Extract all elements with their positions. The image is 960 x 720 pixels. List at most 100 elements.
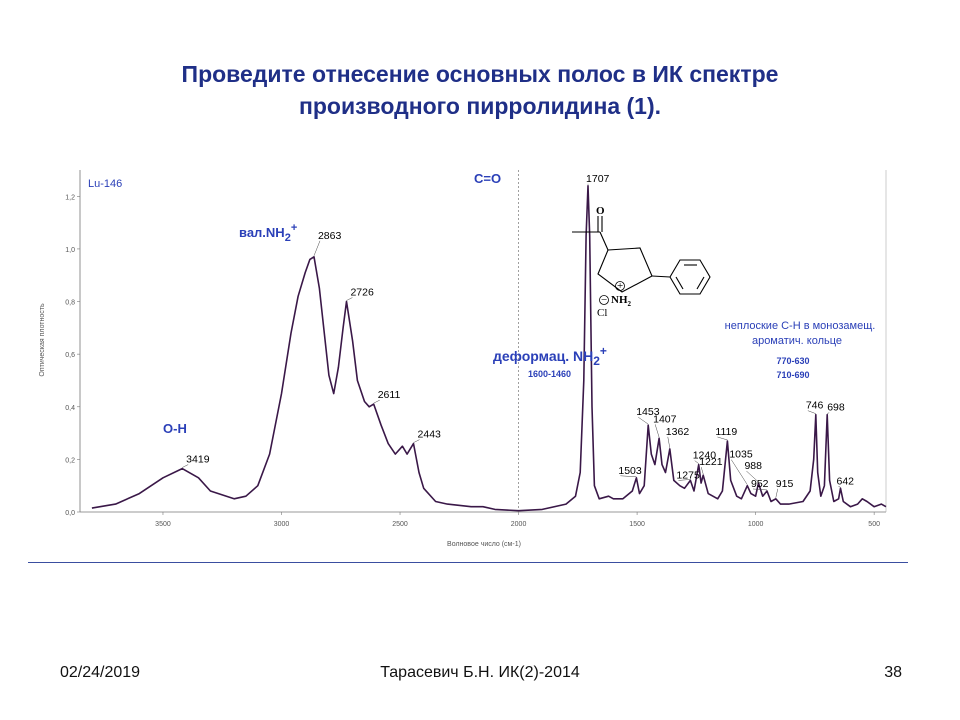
nitrogen-label: NH2 [611, 294, 632, 308]
nitrogen-subscript: 2 [628, 300, 632, 308]
peak-label-1503: 1503 [618, 465, 642, 477]
peak-label-1240: 1240 [693, 450, 717, 462]
peak-label-2726: 2726 [350, 287, 374, 299]
ch-range-1: 770-630 [776, 356, 809, 366]
peak-leader-line [700, 467, 704, 475]
nh-bend-sup: + [600, 344, 607, 358]
x-tick-label: 1000 [748, 521, 764, 528]
x-tick-label: 3500 [155, 521, 171, 528]
peak-label-1035: 1035 [729, 449, 753, 461]
carbonyl-oxygen: O [596, 205, 605, 217]
peak-label-1275: 1275 [676, 469, 700, 481]
peak-label-3419: 3419 [186, 454, 210, 466]
peak-leader-line [182, 464, 189, 468]
x-tick-label: 2500 [392, 521, 408, 528]
peak-label-1707: 1707 [586, 173, 610, 185]
acyl-ring-bond [599, 231, 609, 251]
x-tick-label: 1500 [629, 521, 645, 528]
peak-label-1453: 1453 [636, 406, 660, 418]
peak-label-1407: 1407 [653, 413, 677, 425]
y-tick-label: 0,4 [65, 405, 75, 412]
peak-label-1221: 1221 [699, 456, 723, 468]
peak-leader-line [827, 412, 830, 414]
nh-bend-label: деформац. NH2+ [493, 344, 607, 368]
ch-range-2: 710-690 [776, 370, 809, 380]
y-tick-label: 1,0 [65, 247, 75, 254]
peak-leader-line [775, 488, 779, 498]
peak-label-1119: 1119 [715, 426, 737, 438]
y-tick-label: 0,8 [65, 300, 75, 307]
slide-title: Проведите отнесение основных полос в ИК … [0, 58, 960, 122]
peak-label-988: 988 [744, 460, 762, 472]
chloride-label: Cl [597, 307, 607, 319]
peak-leader-line [413, 439, 420, 443]
x-tick-label: 500 [868, 521, 880, 528]
phenyl-ring [669, 259, 711, 295]
y-tick-label: 0,2 [65, 457, 75, 464]
footer-date: 02/24/2019 [60, 664, 141, 681]
peak-label-915: 915 [776, 478, 794, 490]
slide-title-line-1: Проведите отнесение основных полос в ИК … [181, 61, 779, 87]
nh-stretch-prefix: вал.NH [239, 225, 285, 240]
phenyl-double-3 [675, 276, 684, 290]
y-tick-label: 0,0 [65, 510, 75, 517]
slide-title-line-2: производного пирролидина (1). [298, 93, 662, 119]
negative-charge-circle [599, 295, 609, 305]
peak-leader-line [694, 460, 699, 464]
peak-label-642: 642 [836, 475, 854, 487]
x-tick-label: 3000 [274, 521, 290, 528]
co-label: С=О [474, 171, 501, 186]
peak-leader-line [313, 240, 321, 256]
peak-label-746: 746 [806, 400, 824, 412]
peak-leader-line [717, 436, 728, 441]
nh-stretch-sub: 2 [285, 232, 291, 244]
peak-label-2611: 2611 [378, 389, 401, 401]
peak-leader-line [731, 459, 748, 485]
ch-note-line-1: неплоские С-Н в монозамещ. [725, 320, 876, 332]
footer-page-number: 38 [884, 664, 902, 681]
x-axis-label: Волновое число (см-1) [447, 541, 521, 548]
peak-label-952: 952 [751, 478, 769, 490]
peak-leader-line [346, 297, 353, 301]
negative-charge: − [601, 294, 607, 306]
peak-leader-line [752, 488, 768, 491]
positive-charge-circle [615, 281, 625, 291]
y-tick-label: 1,2 [65, 194, 75, 201]
phenyl-double-2 [696, 276, 705, 290]
nh-bend-range: 1600-1460 [528, 369, 571, 379]
chart-axes [79, 170, 887, 513]
nitrogen-label-bg [609, 293, 637, 305]
peak-label-698: 698 [827, 402, 845, 414]
x-tick-label: 2000 [511, 521, 527, 528]
footer-divider [28, 562, 908, 563]
peak-leader-line [807, 410, 816, 414]
oh-label: О-Н [163, 421, 187, 436]
peak-leader-line [746, 470, 759, 483]
nh-stretch-label: вал.NH2+ [239, 222, 297, 244]
peak-label-1362: 1362 [666, 426, 690, 438]
phenyl-link-bond [651, 275, 671, 278]
molecule-structure [572, 216, 711, 305]
positive-charge: + [617, 280, 623, 292]
spectrum-line [91, 185, 887, 512]
peak-leader-line [678, 479, 691, 481]
peak-leader-line [638, 416, 649, 425]
nh-stretch-sup: + [291, 222, 297, 234]
nh-bend-prefix: деформац. NH [493, 348, 593, 364]
peak-label-2863: 2863 [318, 230, 342, 242]
peak-labels: 3419 2863 2726 2611 2443 1707 1503 145314071362… [182, 173, 854, 498]
sample-label: Lu-146 [88, 178, 122, 190]
nh-bend-sub: 2 [593, 354, 600, 368]
peak-leader-line [838, 486, 841, 488]
y-axis-label: Оптическая плотность [39, 303, 46, 377]
pyrrolidine-ring [597, 247, 653, 293]
ch-note-line-2: ароматич. кольце [752, 335, 842, 347]
peak-leader-line [620, 475, 637, 478]
peak-leader-line [654, 424, 660, 438]
footer-author: Тарасевич Б.Н. ИК(2)-2014 [380, 664, 580, 681]
peak-label-2443: 2443 [418, 429, 442, 441]
y-tick-label: 0,6 [65, 352, 75, 359]
peak-leader-line [373, 399, 380, 404]
